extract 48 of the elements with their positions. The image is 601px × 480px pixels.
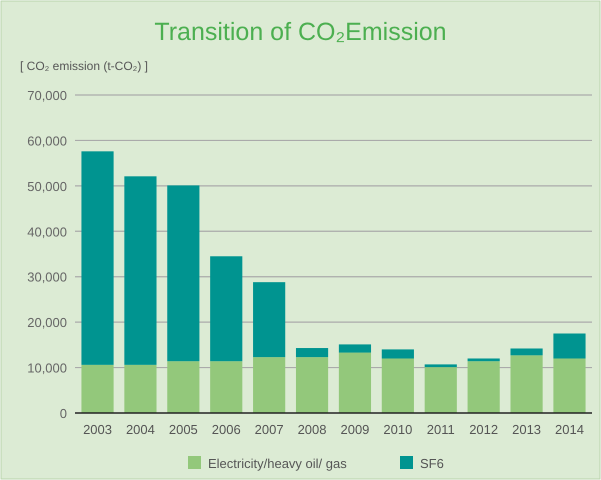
bar bbox=[167, 185, 200, 362]
bar bbox=[338, 344, 372, 353]
bar bbox=[296, 348, 328, 358]
bar bbox=[210, 361, 242, 413]
bar bbox=[424, 364, 457, 368]
bar bbox=[253, 357, 286, 413]
bar bbox=[382, 349, 414, 358]
legend-label: Electricity/heavy oil/ gas bbox=[208, 456, 348, 471]
y-tick-label: 10,000 bbox=[27, 360, 67, 376]
bar bbox=[253, 282, 286, 358]
y-tick-label: 30,000 bbox=[27, 270, 67, 285]
bar bbox=[81, 364, 114, 413]
x-tick-label: 2005 bbox=[168, 422, 198, 437]
bar bbox=[468, 361, 500, 413]
x-tick-label: 2007 bbox=[254, 422, 284, 437]
y-tick-label: 50,000 bbox=[27, 178, 67, 194]
x-tick-label: 2008 bbox=[298, 422, 327, 437]
bar bbox=[553, 358, 586, 413]
y-tick-label: 0 bbox=[60, 406, 67, 421]
bar bbox=[382, 358, 414, 413]
bar bbox=[124, 364, 157, 413]
bar bbox=[424, 367, 457, 413]
bar bbox=[296, 357, 328, 413]
x-tick-label: 2009 bbox=[340, 422, 370, 437]
x-tick-label: 2012 bbox=[469, 422, 498, 437]
x-tick-label: 2010 bbox=[383, 422, 412, 437]
bar bbox=[210, 256, 242, 362]
y-tick-label: 70,000 bbox=[27, 88, 67, 103]
x-tick-label: 2003 bbox=[83, 422, 112, 437]
y-tick-label: 60,000 bbox=[27, 133, 67, 148]
legend-label: SF6 bbox=[420, 456, 444, 471]
bar bbox=[510, 348, 543, 356]
x-tick-label: 2013 bbox=[512, 422, 542, 437]
bar bbox=[510, 355, 543, 413]
bar bbox=[553, 334, 586, 358]
y-tick-label: 40,000 bbox=[27, 224, 67, 240]
chart-title: Transition of CO₂Emission bbox=[154, 18, 447, 46]
x-tick-label: 2014 bbox=[555, 422, 584, 437]
y-tick-label: 20,000 bbox=[27, 315, 67, 330]
x-tick-label: 2004 bbox=[126, 422, 155, 437]
x-tick-label: 2006 bbox=[212, 422, 241, 437]
bar bbox=[81, 151, 114, 365]
bar bbox=[167, 361, 200, 413]
x-tick-label: 2011 bbox=[426, 422, 455, 437]
y-axis-title: [ CO₂ emission (t-CO₂) ] bbox=[20, 59, 148, 73]
bar bbox=[124, 176, 157, 365]
bar bbox=[468, 358, 500, 362]
bar bbox=[338, 352, 372, 413]
